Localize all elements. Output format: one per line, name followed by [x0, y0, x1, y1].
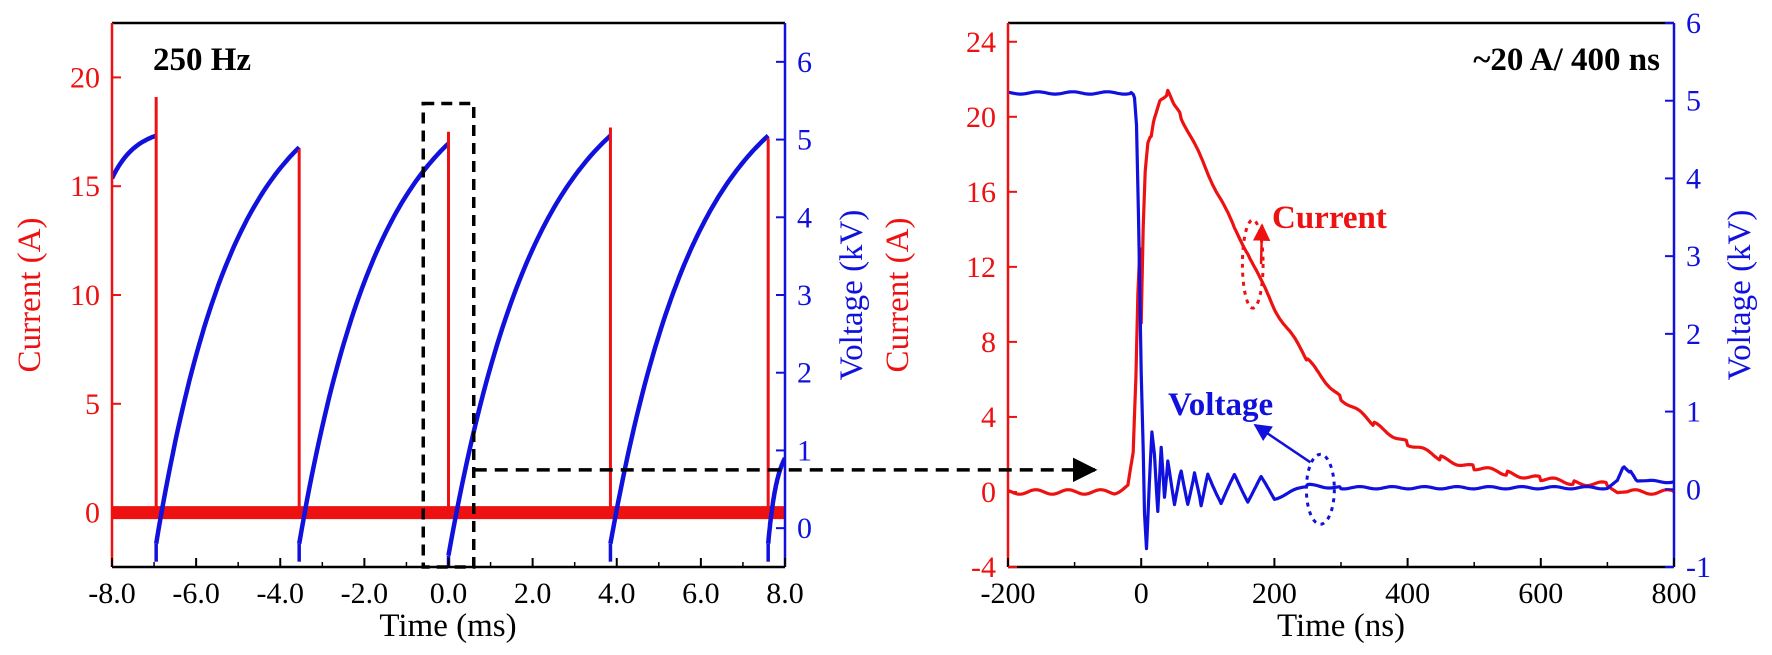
- chart-a-y-right-tick-label: 0: [797, 512, 812, 545]
- chart-b-y-right-tick-label: 6: [1686, 7, 1701, 40]
- chart-a-y-right-tick-label: 2: [797, 357, 812, 390]
- chart-b-y-right-tick-label: 3: [1686, 240, 1701, 273]
- annotation-overlay: [421, 101, 1336, 569]
- chart-a-y-left-tick-label: 20: [70, 61, 100, 94]
- chart-a-plot-area: [112, 96, 785, 567]
- chart-b-x-tick-label: 400: [1385, 577, 1430, 610]
- chart-b-ylabel-left: Current (A): [880, 218, 916, 373]
- chart-b-y-left-tick-label: 24: [966, 26, 996, 59]
- chart-b-x-tick-label: 0: [1134, 577, 1149, 610]
- chart-b-ylabel-right: Voltage (kV): [1722, 210, 1758, 381]
- chart-a-x-tick-label: 6.0: [682, 577, 720, 610]
- chart-a-xlabel: Time (ms): [379, 608, 516, 644]
- chart-a-x-tick-label: -8.0: [88, 577, 136, 610]
- chart-a-y-right-tick-label: 6: [797, 46, 812, 79]
- chart-a-x-tick-label: 8.0: [766, 577, 804, 610]
- voltage-callout-label: Voltage: [1168, 387, 1273, 423]
- chart-a-y-left-tick-label: 15: [70, 170, 100, 203]
- chart-b-y-left-tick-label: -4: [971, 551, 996, 584]
- voltage-highlight-ellipse: [1304, 452, 1336, 526]
- chart-b-y-left-tick-label: 16: [966, 176, 996, 209]
- chart-a-x-tick-label: 0.0: [430, 577, 468, 610]
- chart-b-y-left-tick-label: 20: [966, 101, 996, 134]
- chart-pulse-detail: -200 0 200 400 600 800-404812162024-10123456 …: [880, 7, 1758, 644]
- chart-a-y-right-tick-label: 5: [797, 124, 812, 157]
- chart-a-annotation: 250 Hz: [153, 42, 251, 78]
- current-waveform: [1008, 88, 1674, 496]
- voltage-charging-curve: [296, 141, 451, 545]
- chart-a-ylabel-right: Voltage (kV): [834, 210, 870, 381]
- chart-250hz: -8.0 -6.0 -4.0 -2.0 0.0 2.0 4.0 6.0 8.0051015200…: [12, 21, 870, 644]
- chart-a-axes: -8.0 -6.0 -4.0 -2.0 0.0 2.0 4.0 6.0 8.0051015200…: [70, 21, 812, 610]
- chart-a-y-right-tick-label: 3: [797, 279, 812, 312]
- chart-b-y-left-tick-label: 8: [981, 326, 996, 359]
- chart-a-y-left-tick-label: 5: [85, 388, 100, 421]
- chart-b-plot-area: [1008, 88, 1674, 551]
- chart-b-y-right-tick-label: 1: [1686, 396, 1701, 429]
- chart-a-x-tick-label: -6.0: [172, 577, 220, 610]
- voltage-charging-curve: [608, 134, 770, 545]
- chart-b-y-right-tick-label: 2: [1686, 318, 1701, 351]
- chart-a-y-right-tick-label: 4: [797, 201, 812, 234]
- voltage-charging-curve: [765, 456, 785, 544]
- chart-b-y-right-tick-label: 4: [1686, 162, 1701, 195]
- chart-b-x-tick-label: 200: [1252, 577, 1297, 610]
- voltage-charging-curve: [446, 134, 612, 556]
- voltage-charging-curve: [112, 133, 158, 180]
- chart-a-x-tick-label: 2.0: [514, 577, 552, 610]
- voltage-waveform: [1008, 90, 1674, 551]
- chart-b-annotation: ~20 A/ 400 ns: [1473, 42, 1660, 78]
- chart-b-y-left-tick-label: 4: [981, 401, 996, 434]
- chart-b-x-tick-label: 800: [1652, 577, 1697, 610]
- voltage-callout-arrow: [1253, 423, 1312, 464]
- chart-b-x-tick-label: 600: [1518, 577, 1563, 610]
- chart-a-y-left-tick-label: 0: [85, 497, 100, 530]
- chart-b-x-tick-label: -200: [981, 577, 1036, 610]
- current-highlight-ellipse: [1240, 218, 1265, 310]
- chart-b-y-right-tick-label: 5: [1686, 85, 1701, 118]
- chart-b-y-left-tick-label: 0: [981, 476, 996, 509]
- zoom-highlight-box: [421, 101, 476, 569]
- chart-a-x-tick-label: -2.0: [341, 577, 389, 610]
- chart-a-ylabel-left: Current (A): [12, 218, 48, 373]
- chart-b-y-right-tick-label: -1: [1686, 551, 1711, 584]
- chart-a-y-right-tick-label: 1: [797, 434, 812, 467]
- chart-a-x-tick-label: 4.0: [598, 577, 636, 610]
- voltage-charging-curve: [153, 145, 301, 545]
- chart-b-xlabel: Time (ns): [1277, 608, 1405, 644]
- chart-b-y-left-tick-label: 12: [966, 251, 996, 284]
- current-callout-label: Current: [1272, 200, 1387, 236]
- current-callout-arrow: [1252, 223, 1271, 265]
- chart-a-y-left-tick-label: 10: [70, 279, 100, 312]
- chart-a-x-tick-label: -4.0: [257, 577, 305, 610]
- chart-b-y-right-tick-label: 0: [1686, 473, 1701, 506]
